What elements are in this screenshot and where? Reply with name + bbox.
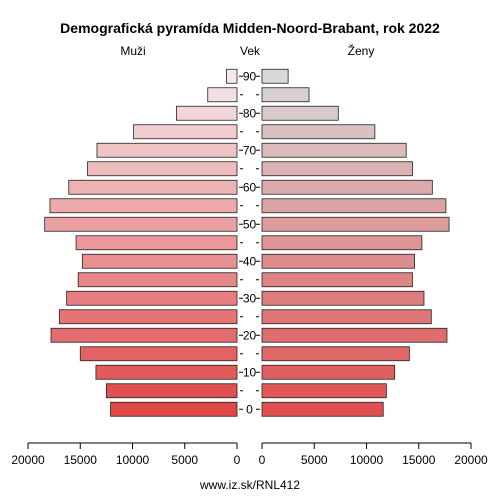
female-bar-15-19	[261, 346, 410, 362]
male-bar-70-74	[96, 142, 238, 158]
age-tick-label: 30	[243, 291, 257, 305]
male-bar-65-69	[87, 161, 238, 177]
bars-group	[44, 68, 450, 417]
female-x-tick-label: 5000	[301, 453, 328, 467]
age-tick-label: 70	[243, 143, 257, 157]
male-bar-50-54	[44, 216, 238, 232]
male-bar-85-89	[207, 87, 238, 103]
male-bar-15-19	[79, 346, 238, 362]
female-x-tick-label: 10000	[350, 453, 384, 467]
female-bar-10-14	[261, 364, 396, 380]
male-bar-10-14	[95, 364, 238, 380]
female-bar-20-24	[261, 327, 448, 343]
female-bar-75-79	[261, 124, 376, 140]
male-bar-45-49	[75, 235, 238, 251]
male-bar-80-84	[175, 105, 238, 121]
male-bar-35-39	[77, 272, 238, 288]
female-x-tick-label: 0	[259, 453, 266, 467]
female-label: Ženy	[348, 43, 375, 58]
male-x-tick-label: 5000	[171, 453, 198, 467]
age-tick-label: 10	[243, 365, 257, 379]
male-bar-90+	[226, 68, 238, 84]
female-x-tick-label: 15000	[402, 453, 436, 467]
male-x-tick-label: 20000	[11, 453, 45, 467]
age-tick-label: 20	[243, 328, 257, 342]
male-x-tick-label: 0	[234, 453, 241, 467]
male-bar-25-29	[58, 309, 238, 325]
age-tick-label: 0	[246, 402, 253, 416]
male-bar-5-9	[105, 383, 238, 399]
male-bar-40-44	[81, 253, 238, 269]
female-bar-85-89	[261, 87, 310, 103]
chart-title: Demografická pyramída Midden-Noord-Braba…	[60, 20, 440, 36]
male-x-tick-label: 10000	[116, 453, 150, 467]
male-bar-60-64	[68, 179, 238, 195]
male-bar-75-79	[133, 124, 238, 140]
female-bar-90+	[261, 68, 289, 84]
male-x-tick-label: 15000	[64, 453, 98, 467]
age-axis-label: Vek	[240, 44, 261, 58]
female-bar-35-39	[261, 272, 413, 288]
axes-group: 0 10 20 30 40 50 60 70 80 90 20000 20000 15000 15000 1…	[11, 69, 488, 467]
age-tick-label: 90	[243, 69, 257, 83]
female-bar-50-54	[261, 216, 450, 232]
female-bar-70-74	[261, 142, 407, 158]
age-tick-label: 80	[243, 106, 257, 120]
female-bar-55-59	[261, 198, 447, 214]
female-bar-80-84	[261, 105, 339, 121]
female-bar-40-44	[261, 253, 415, 269]
male-label: Muži	[120, 44, 145, 58]
female-bar-25-29	[261, 309, 432, 325]
female-bar-45-49	[261, 235, 423, 251]
male-bar-55-59	[49, 198, 238, 214]
age-tick-label: 50	[243, 217, 257, 231]
footer-url[interactable]: www.iz.sk/RNL412	[199, 478, 300, 492]
female-bar-5-9	[261, 383, 387, 399]
female-x-tick-label: 20000	[454, 453, 488, 467]
male-bar-0-4	[110, 401, 238, 417]
male-bar-20-24	[50, 327, 238, 343]
age-tick-label: 40	[243, 254, 257, 268]
male-bar-30-34	[66, 290, 238, 306]
female-bar-30-34	[261, 290, 425, 306]
female-bar-60-64	[261, 179, 433, 195]
age-tick-label: 60	[243, 180, 257, 194]
female-bar-0-4	[261, 401, 384, 417]
female-bar-65-69	[261, 161, 413, 177]
